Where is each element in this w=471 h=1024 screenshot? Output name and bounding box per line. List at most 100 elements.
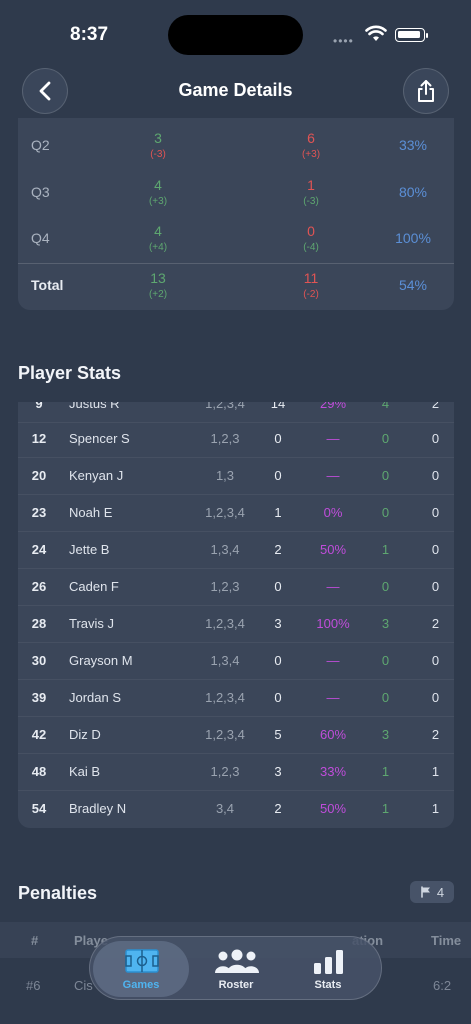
tab-bar: Games Roster Stats — [89, 936, 382, 1000]
player-goals: 1 — [381, 542, 390, 557]
player-number: 9 — [35, 402, 43, 411]
opponent-delta: (-3) — [303, 196, 319, 207]
player-shot-percent: — — [326, 653, 340, 668]
team-score: 4 — [154, 223, 162, 239]
player-number: 26 — [31, 579, 47, 594]
table-row[interactable]: 26 Caden F 1,2,3 0 — 0 0 — [18, 569, 454, 606]
team-score: 3 — [154, 130, 162, 146]
field-icon — [125, 949, 159, 973]
player-number: 39 — [31, 690, 47, 705]
player-number: 12 — [31, 431, 47, 446]
quarter-percent: 33% — [398, 137, 428, 153]
tab-label: Games — [122, 979, 160, 991]
player-shots: 3 — [274, 764, 282, 779]
tab-stats[interactable]: Stats — [280, 941, 376, 997]
player-goals: 1 — [381, 801, 390, 816]
penalty-count: 4 — [436, 884, 445, 900]
player-shot-percent: 100% — [316, 616, 350, 631]
dynamic-island — [168, 15, 303, 55]
table-row[interactable]: 30 Grayson M 1,3,4 0 — 0 0 — [18, 643, 454, 680]
total-percent: 54% — [398, 277, 428, 293]
player-goals: 4 — [381, 402, 390, 411]
tab-label: Roster — [218, 979, 254, 991]
player-goals: 0 — [381, 690, 390, 705]
player-shots: 14 — [270, 402, 286, 411]
table-row[interactable]: 42 Diz D 1,2,3,4 5 60% 3 2 — [18, 717, 454, 754]
table-row[interactable]: 39 Jordan S 1,2,3,4 0 — 0 0 — [18, 680, 454, 717]
player-shots: 2 — [274, 542, 282, 557]
bar-chart-icon — [314, 950, 343, 974]
penalty-time: 6:2 — [433, 978, 452, 993]
table-row[interactable]: 28 Travis J 1,2,3,4 3 100% 3 2 — [18, 606, 454, 643]
table-row[interactable]: 20 Kenyan J 1,3 0 — 0 0 — [18, 458, 454, 495]
player-name: Kenyan J — [69, 468, 124, 483]
penalty-count-badge[interactable]: 4 — [410, 881, 454, 903]
player-goals: 1 — [381, 764, 390, 779]
player-assists: 1 — [431, 764, 440, 779]
player-quarters: 1,3,4 — [210, 653, 240, 668]
team-total-score: 13 — [150, 270, 166, 286]
player-quarters: 1,3,4 — [210, 542, 240, 557]
tab-roster[interactable]: Roster — [188, 941, 284, 997]
player-shot-percent: — — [326, 579, 340, 594]
player-quarters: 1,3 — [215, 468, 235, 483]
table-row[interactable]: 48 Kai B 1,2,3 3 33% 1 1 — [18, 754, 454, 791]
player-shot-percent: 33% — [319, 764, 347, 779]
opponent-total-delta: (-2) — [303, 289, 319, 300]
player-shot-percent: 50% — [319, 801, 347, 816]
player-assists: 0 — [431, 653, 440, 668]
player-quarters: 1,2,3,4 — [205, 727, 245, 742]
quarter-percent: 100% — [395, 230, 431, 246]
player-goals: 0 — [381, 468, 390, 483]
quarter-percent: 80% — [398, 184, 428, 200]
player-shot-percent: 29% — [319, 402, 347, 411]
chevron-left-icon — [39, 81, 51, 101]
share-button[interactable] — [403, 68, 449, 114]
player-shot-percent: 0% — [323, 505, 343, 520]
page-title: Game Details — [178, 80, 293, 100]
cellular-signal-icon: •••• — [333, 34, 354, 48]
player-quarters: 1,2,3 — [210, 431, 240, 446]
player-shots: 5 — [274, 727, 282, 742]
player-quarters: 1,2,3 — [210, 579, 240, 594]
player-assists: 0 — [431, 579, 440, 594]
team-total-delta: (+2) — [148, 289, 168, 300]
player-assists: 1 — [431, 801, 440, 816]
table-row[interactable]: 9 Justus R 1,2,3,4 14 29% 4 2 — [18, 402, 454, 423]
table-row[interactable]: 54 Bradley N 3,4 2 50% 1 1 — [18, 791, 454, 828]
opponent-total-score: 11 — [303, 270, 319, 286]
table-row[interactable]: 23 Noah E 1,2,3,4 1 0% 0 0 — [18, 495, 454, 532]
player-assists: 0 — [431, 542, 440, 557]
player-assists: 2 — [431, 727, 440, 742]
player-shots: 2 — [274, 801, 282, 816]
quarter-row: Q4 4 (+4) 0 (-4) 100% — [18, 217, 454, 263]
back-button[interactable] — [22, 68, 68, 114]
player-quarters: 1,2,3 — [210, 764, 240, 779]
player-stats-table[interactable]: 9 Justus R 1,2,3,4 14 29% 4 2 12 Spencer… — [18, 402, 454, 828]
team-delta: (-3) — [150, 149, 166, 160]
quarter-label: Q2 — [31, 137, 50, 153]
player-name: Noah E — [69, 505, 113, 520]
player-shots: 0 — [274, 431, 282, 446]
player-shots: 0 — [274, 653, 282, 668]
tab-games[interactable]: Games — [93, 941, 189, 997]
status-bar: 8:37 •••• — [0, 0, 471, 60]
header-number: # — [31, 933, 39, 948]
player-number: 23 — [31, 505, 47, 520]
player-name: Jordan S — [69, 690, 122, 705]
player-quarters: 3,4 — [215, 801, 235, 816]
quarter-row: Q2 3 (-3) 6 (+3) 33% — [18, 124, 454, 170]
total-label: Total — [31, 277, 64, 293]
player-shots: 0 — [274, 468, 282, 483]
player-name: Travis J — [69, 616, 115, 631]
player-number: 30 — [31, 653, 47, 668]
header-time: Time — [431, 933, 462, 948]
player-shot-percent: — — [326, 431, 340, 446]
opponent-delta: (-4) — [303, 242, 319, 253]
table-row[interactable]: 12 Spencer S 1,2,3 0 — 0 0 — [18, 421, 454, 458]
quarter-scores-card: Q2 3 (-3) 6 (+3) 33% Q3 4 (+3) 1 (-3) 80… — [18, 118, 454, 310]
player-number: 54 — [31, 801, 47, 816]
table-row[interactable]: 24 Jette B 1,3,4 2 50% 1 0 — [18, 532, 454, 569]
player-assists: 0 — [431, 468, 440, 483]
penalties-title: Penalties — [18, 883, 98, 903]
